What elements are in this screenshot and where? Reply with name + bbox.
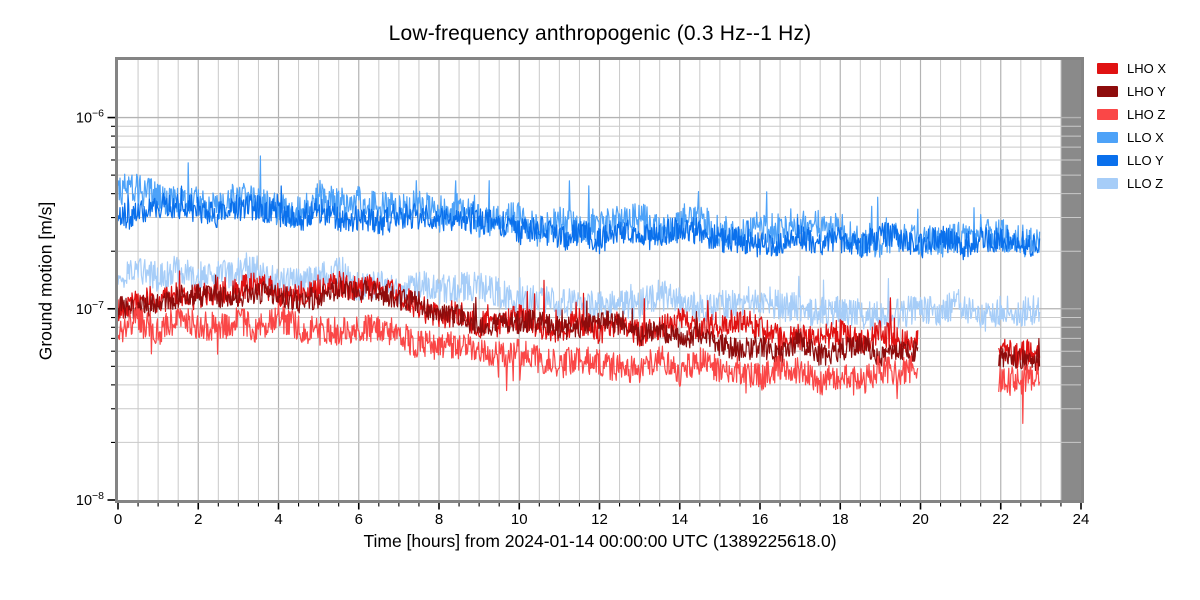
future-shade-region — [1060, 60, 1081, 500]
tick-marks — [107, 116, 1082, 510]
legend-item-lho-z: LHO Z — [1097, 108, 1166, 121]
legend-swatch — [1097, 63, 1118, 74]
x-tick-label: 2 — [194, 511, 202, 528]
legend-swatch — [1097, 109, 1118, 120]
y-tick-label: 10−7 — [76, 299, 104, 318]
x-tick-label: 18 — [832, 511, 849, 528]
legend-swatch — [1097, 132, 1118, 143]
trace-lho-y-seg2 — [998, 338, 1041, 372]
trace-lho-z — [118, 302, 919, 400]
axes-spines — [115, 57, 1084, 503]
x-tick-label: 22 — [992, 511, 1009, 528]
trace-llo-y — [118, 185, 1041, 261]
x-tick-label: 10 — [511, 511, 528, 528]
legend-label: LLO X — [1127, 130, 1164, 145]
legend-label: LHO Z — [1127, 107, 1166, 122]
legend-label: LLO Z — [1127, 176, 1164, 191]
legend-item-llo-y: LLO Y — [1097, 154, 1166, 167]
legend-item-lho-x: LHO X — [1097, 62, 1166, 75]
x-tick-label: 16 — [752, 511, 769, 528]
legend-swatch — [1097, 155, 1118, 166]
legend-item-lho-y: LHO Y — [1097, 85, 1166, 98]
x-tick-label: 0 — [114, 511, 122, 528]
x-tick-label: 8 — [435, 511, 443, 528]
trace-lho-z-seg2 — [998, 362, 1041, 424]
y-axis-label: Ground motion [m/s] — [35, 201, 56, 361]
legend-label: LHO Y — [1127, 84, 1166, 99]
trace-lho-y — [118, 274, 919, 368]
x-tick-label: 4 — [274, 511, 282, 528]
trace-llo-z — [118, 252, 1041, 332]
data-traces — [118, 155, 1041, 424]
y-tick-label: 10−8 — [76, 490, 104, 509]
legend-swatch — [1097, 178, 1118, 189]
chart-title: Low-frequency anthropogenic (0.3 Hz--1 H… — [388, 22, 812, 45]
x-tick-label: 12 — [591, 511, 608, 528]
x-tick-label: 14 — [671, 511, 688, 528]
x-axis-label: Time [hours] from 2024-01-14 00:00:00 UT… — [363, 531, 837, 551]
legend: LHO X LHO Y LHO Z LLO X LLO Y LLO Z — [1097, 62, 1166, 200]
x-tick-label: 6 — [355, 511, 363, 528]
legend-label: LLO Y — [1127, 153, 1164, 168]
y-tick-label: 10−6 — [76, 108, 104, 127]
legend-label: LHO X — [1127, 61, 1167, 76]
legend-item-llo-x: LLO X — [1097, 131, 1166, 144]
x-tick-label: 24 — [1073, 511, 1090, 528]
legend-item-llo-z: LLO Z — [1097, 177, 1166, 190]
legend-swatch — [1097, 86, 1118, 97]
x-tick-label: 20 — [912, 511, 929, 528]
